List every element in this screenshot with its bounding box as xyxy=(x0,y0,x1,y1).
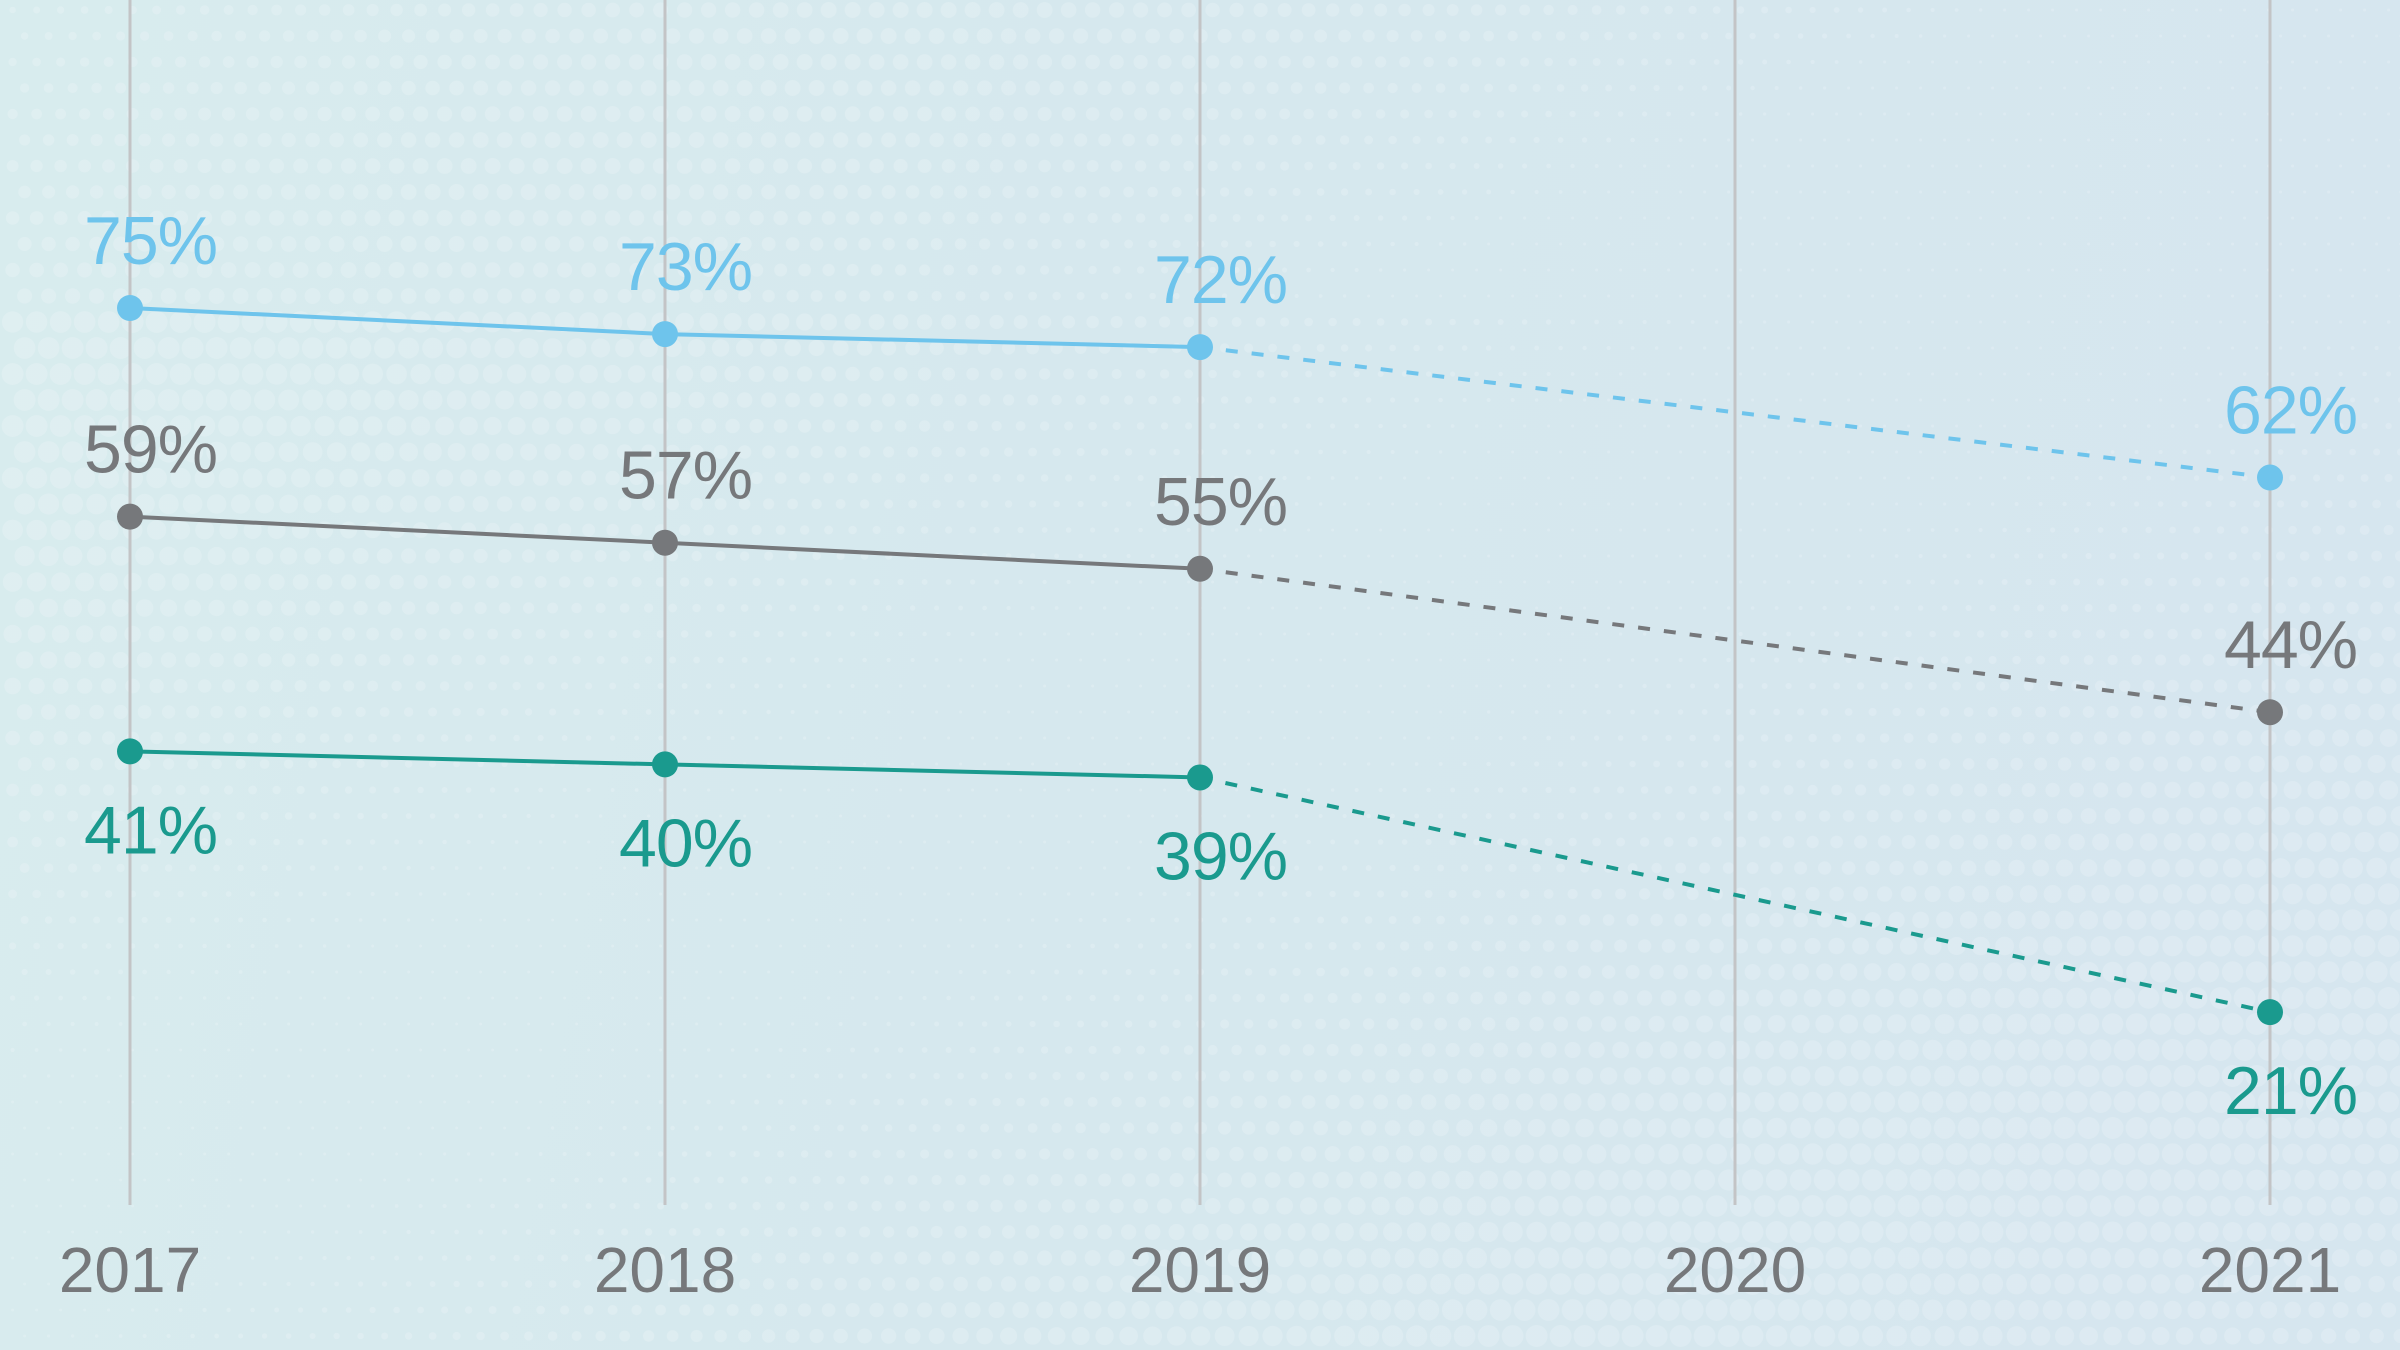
data-point-marker xyxy=(1187,764,1213,791)
year-column-2018: 2018 xyxy=(594,0,736,1306)
data-value-label: 73% xyxy=(619,229,752,305)
series-teal: 41% 40% 39% 21% xyxy=(84,738,2358,1129)
year-column-2017: 2017 xyxy=(59,0,201,1306)
year-column-2021: 2021 xyxy=(2199,0,2341,1306)
data-value-label: 72% xyxy=(1154,242,1287,318)
data-point-marker xyxy=(117,295,143,321)
data-point-marker xyxy=(2257,999,2283,1026)
data-value-label: 40% xyxy=(619,805,752,881)
data-point-marker xyxy=(1187,334,1213,361)
data-value-label: 41% xyxy=(84,792,217,868)
x-axis-label: 2021 xyxy=(2199,1234,2341,1306)
data-value-label: 57% xyxy=(619,438,752,514)
series-blue: 75% 73% 72% 62% xyxy=(84,203,2358,491)
data-point-marker xyxy=(652,751,678,778)
dashed-projection-line xyxy=(1199,775,2271,1015)
year-column-2020: 2020 xyxy=(1664,0,1806,1306)
data-point-marker xyxy=(652,321,678,348)
data-point-marker xyxy=(1187,555,1213,582)
year-column-2019: 2019 xyxy=(1129,0,1271,1306)
data-value-label: 21% xyxy=(2224,1053,2357,1129)
data-value-label: 59% xyxy=(84,412,217,488)
data-point-marker xyxy=(117,738,143,765)
x-axis-label: 2019 xyxy=(1129,1234,1271,1306)
data-value-label: 55% xyxy=(1154,464,1287,540)
x-axis-label: 2018 xyxy=(594,1234,736,1306)
data-point-marker xyxy=(117,503,143,530)
data-point-marker xyxy=(2257,464,2283,491)
x-axis-label: 2020 xyxy=(1664,1234,1806,1306)
series-gray: 59% 57% 55% 44% xyxy=(84,412,2358,726)
data-point-marker xyxy=(652,529,678,556)
data-value-label: 39% xyxy=(1154,818,1287,894)
data-value-label: 62% xyxy=(2224,373,2357,449)
data-value-label: 44% xyxy=(2224,607,2357,683)
x-axis-label: 2017 xyxy=(59,1234,201,1306)
data-point-marker xyxy=(2257,699,2283,726)
data-value-label: 75% xyxy=(84,203,217,279)
